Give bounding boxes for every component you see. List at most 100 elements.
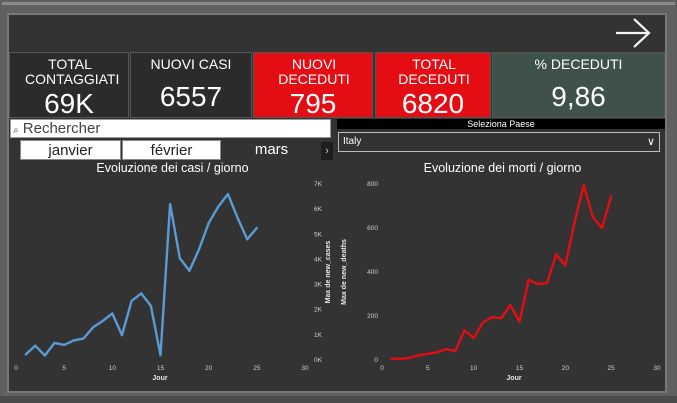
kpi-nuovi-deceduti: NUOVI DECEDUTI 795 (253, 52, 373, 119)
x-tick-label: 15 (157, 365, 165, 372)
y-tick-label: 0 (374, 357, 378, 364)
cases-data-point (82, 337, 85, 340)
y-tick-label: 2K (314, 307, 323, 314)
cases-data-point (111, 312, 114, 315)
cases-data-point (91, 326, 95, 329)
kpi-label: TOTAL CONTAGGIATI (25, 56, 120, 87)
search-icon: ⌕ (13, 125, 19, 136)
deaths-data-point (509, 303, 512, 307)
x-tick-label: 10 (109, 365, 117, 372)
deaths-data-point (555, 253, 558, 256)
kpi-value: 6557 (159, 81, 223, 112)
deaths-data-point (463, 329, 466, 332)
search-placeholder: Rechercher (22, 120, 101, 137)
cases-data-point (130, 299, 133, 303)
y-tick-label: 4K (314, 256, 323, 263)
y-tick-label: 200 (367, 313, 378, 320)
x-tick-label: 0 (380, 365, 384, 372)
cases-data-point (246, 238, 249, 241)
month-item-fevrier[interactable]: février (122, 140, 221, 160)
kpi-percent-deceduti: % DECEDUTI 9,86 (492, 52, 665, 118)
deaths-data-point (454, 350, 457, 353)
x-tick-label: 20 (205, 365, 213, 372)
cases-data-point (255, 226, 258, 230)
arrow-right-icon[interactable] (613, 16, 653, 50)
y-tick-label: 1K (314, 332, 323, 339)
deaths-data-point (417, 354, 420, 357)
y-tick-label: 800 (367, 181, 378, 188)
deaths-data-point (582, 184, 585, 187)
deaths-data-point (435, 351, 439, 354)
kpi-nuovi-casi: NUOVI CASI 6557 (130, 52, 252, 118)
y-tick-label: 6K (314, 206, 323, 213)
deaths-series-line (391, 183, 613, 361)
y-axis-label: Max de new_deaths (341, 239, 348, 305)
cases-data-point (169, 203, 172, 206)
cases-data-point (24, 353, 27, 356)
deaths-data-point (573, 221, 576, 224)
cases-data-point (43, 354, 47, 357)
cases-data-point (53, 341, 56, 345)
x-tick-label: 30 (301, 365, 309, 372)
deaths-data-point (600, 226, 604, 230)
kpi-value: 6820 (401, 88, 465, 119)
cases-data-point (188, 269, 191, 272)
cases-data-point (226, 192, 230, 196)
month-item-janvier[interactable]: janvier (20, 140, 121, 160)
cases-data-point (34, 344, 37, 347)
deaths-data-point (564, 264, 567, 267)
x-axis-label: Jour (152, 375, 167, 382)
y-tick-label: 400 (367, 269, 378, 276)
x-tick-label: 30 (653, 365, 661, 372)
chevron-right-icon[interactable]: › (321, 142, 333, 160)
country-dropdown[interactable]: Italy ∨ (338, 132, 660, 152)
cases-data-point (207, 221, 210, 225)
kpi-label: NUOVI CASI (150, 56, 232, 72)
cases-data-point (149, 304, 152, 308)
x-tick-label: 25 (253, 365, 261, 372)
cases-data-point (140, 292, 143, 295)
chart-title-deaths: Evoluzione dei morti / giorno (423, 161, 582, 175)
cases-data-point (178, 257, 181, 260)
deaths-data-point (527, 278, 530, 281)
kpi-label: TOTAL DECEDUTI (398, 56, 470, 87)
kpi-total-deceduti: TOTAL DECEDUTI 6820 (375, 52, 491, 119)
kpi-value: 795 (289, 88, 337, 119)
deaths-data-point (591, 215, 594, 219)
month-item-mars[interactable]: mars (222, 140, 321, 160)
kpi-value: 9,86 (551, 81, 606, 112)
search-input[interactable]: ⌕ Rechercher (10, 119, 331, 138)
kpi-label: NUOVI DECEDUTI (278, 56, 350, 87)
x-tick-label: 20 (562, 365, 570, 372)
x-tick-label: 0 (14, 365, 18, 372)
cases-series-line (24, 192, 258, 357)
x-tick-label: 15 (516, 365, 524, 372)
kpi-label: % DECEDUTI (534, 56, 623, 72)
deaths-data-point (399, 357, 402, 360)
deaths-data-point (500, 317, 503, 320)
cases-data-point (236, 216, 239, 220)
country-slicer-header: Seleziona Paese (337, 119, 665, 129)
deaths-data-point (545, 281, 549, 285)
cases-data-point (197, 248, 201, 251)
y-tick-label: 600 (367, 225, 378, 232)
x-tick-label: 5 (426, 365, 430, 372)
cases-data-point (72, 339, 75, 342)
y-tick-label: 7K (314, 181, 323, 188)
x-tick-label: 5 (62, 365, 66, 372)
cases-data-point (120, 334, 124, 337)
deaths-data-point (390, 357, 393, 360)
deaths-data-point (481, 321, 484, 324)
kpi-value: 69K (44, 88, 94, 119)
y-tick-label: 5K (314, 231, 323, 238)
x-tick-label: 25 (608, 365, 616, 372)
deaths-data-point (445, 347, 448, 351)
cases-data-point (217, 205, 220, 208)
deaths-data-point (610, 195, 613, 198)
deaths-data-point (426, 352, 429, 355)
cases-data-point (159, 354, 162, 357)
deaths-data-point (490, 316, 494, 319)
country-selected: Italy (343, 136, 362, 147)
deaths-data-point (518, 320, 521, 323)
